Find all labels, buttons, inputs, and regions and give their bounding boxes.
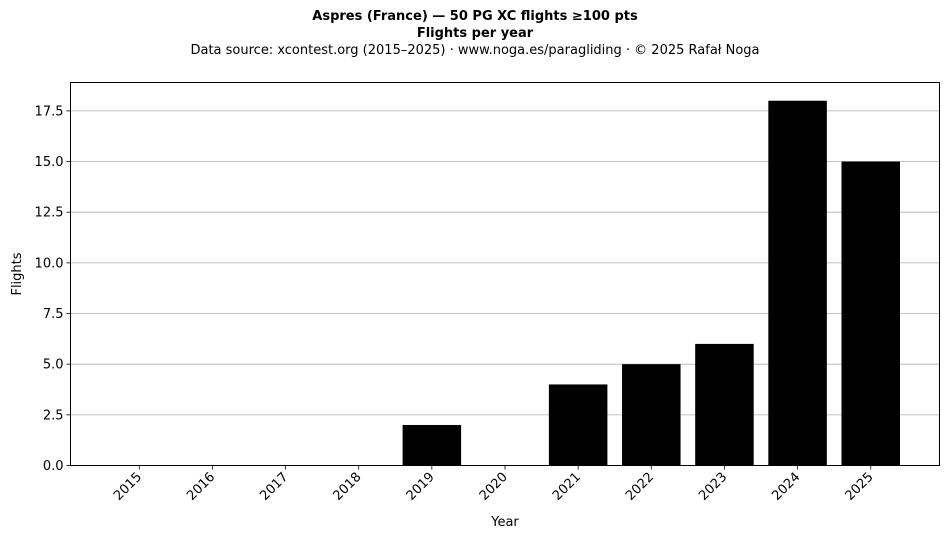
x-axis-label: Year [490,515,519,530]
y-tick-label: 0.0 [43,459,64,474]
y-tick-label: 10.0 [35,256,64,271]
bars [402,100,900,466]
chart-title: Aspres (France) — 50 PG XC flights ≥100 … [312,9,638,24]
y-tick-label: 7.5 [43,307,64,322]
x-tick-label-2023: 2023 [696,470,730,504]
x-tick-label-2015: 2015 [111,470,145,504]
y-axis-label: Flights [10,252,25,295]
bar-2022 [622,364,681,466]
chart-source: Data source: xcontest.org (2015–2025) · … [190,43,760,58]
chart-titles: Aspres (France) — 50 PG XC flights ≥100 … [0,8,950,59]
x-tick-label-2017: 2017 [257,470,291,504]
y-tick-label: 5.0 [43,358,64,373]
bar-2021 [548,384,608,466]
x-tick-label-2024: 2024 [769,470,803,504]
bar-2023 [695,343,754,466]
x-tick-label-2016: 2016 [184,470,218,504]
x-tick-label-2025: 2025 [843,470,877,504]
bar-2025 [841,161,900,466]
x-tick-label-2019: 2019 [404,470,438,504]
x-tick-label-2021: 2021 [550,470,584,504]
x-tick-label-2020: 2020 [477,470,511,504]
y-tick-label: 17.5 [35,104,64,119]
y-axis-ticks: 0.0 2.5 5.0 7.5 10.0 12.5 15.0 17.5 [35,104,71,474]
chart-subtitle: Flights per year [416,26,534,41]
y-tick-label: 2.5 [43,408,64,423]
y-tick-label: 12.5 [35,206,64,221]
x-axis-ticks: 2015 2016 2017 2018 2019 2020 2021 2022 2023 2024… [111,465,877,504]
y-tick-label: 15.0 [35,155,64,170]
bar-2019 [402,424,462,466]
x-tick-label-2022: 2022 [623,470,657,504]
x-tick-label-2018: 2018 [331,470,365,504]
bar-2024 [768,100,827,466]
